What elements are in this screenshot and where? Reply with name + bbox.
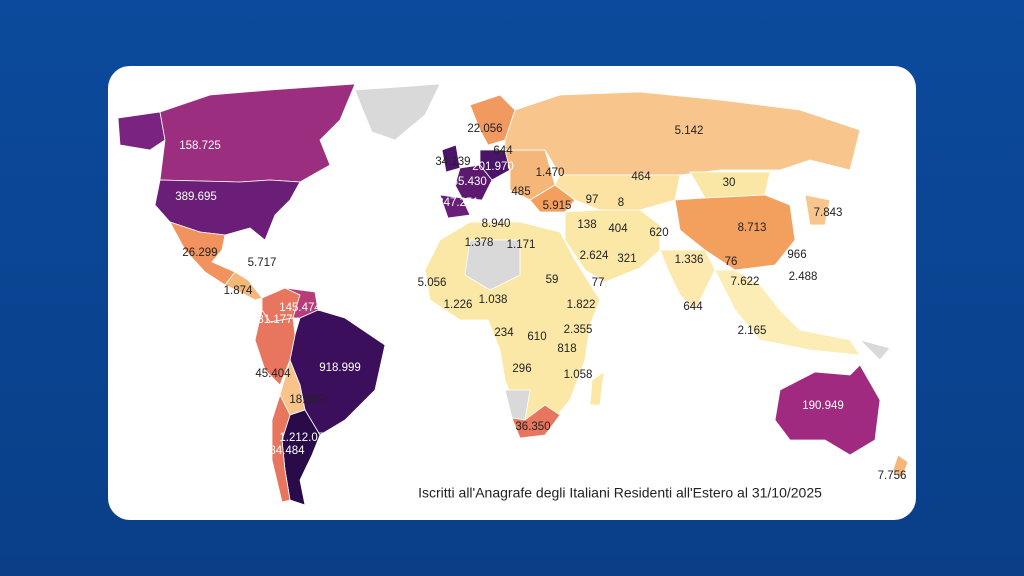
country-label: 138 bbox=[577, 219, 596, 231]
country-label: 1.171 bbox=[507, 239, 536, 251]
country-label: 966 bbox=[787, 249, 806, 261]
country-label: 84.484 bbox=[269, 445, 305, 457]
country-label: 644 bbox=[683, 301, 703, 313]
country-label: 644 bbox=[493, 145, 513, 157]
country-label: 1.212.077 bbox=[279, 432, 330, 444]
country-label: 8.940 bbox=[482, 218, 511, 230]
country-label: 1.874 bbox=[224, 285, 253, 297]
country-label: 435.430 bbox=[445, 176, 487, 188]
mexico bbox=[169, 221, 236, 286]
country-label: 1.378 bbox=[465, 237, 494, 249]
country-label: 26.299 bbox=[182, 247, 217, 259]
china bbox=[674, 194, 796, 271]
madagascar bbox=[589, 371, 605, 406]
australia bbox=[774, 364, 881, 456]
country-label: 1.336 bbox=[675, 254, 704, 266]
country-label: 1.470 bbox=[536, 167, 565, 179]
country-label: 2.488 bbox=[789, 271, 818, 283]
country-label: 145.474 bbox=[279, 302, 321, 314]
map-title: Iscritti all'Anagrafe degli Italiani Res… bbox=[418, 485, 822, 501]
country-label: 404 bbox=[608, 223, 628, 235]
country-label: 1.226 bbox=[444, 299, 473, 311]
countries bbox=[117, 83, 909, 506]
country-label: 76 bbox=[725, 256, 738, 268]
india bbox=[659, 249, 716, 311]
country-label: 347.251 bbox=[437, 197, 479, 209]
iberia bbox=[439, 194, 471, 219]
country-label: 8 bbox=[618, 197, 624, 209]
country-label: 158.725 bbox=[179, 140, 221, 152]
country-label: 918.999 bbox=[319, 362, 361, 374]
sahara bbox=[464, 239, 521, 291]
country-label: 5.056 bbox=[418, 277, 447, 289]
greenland bbox=[354, 83, 441, 141]
country-label: 34.139 bbox=[435, 156, 470, 168]
country-label: 464 bbox=[631, 171, 651, 183]
japan bbox=[804, 194, 831, 226]
country-label: 620 bbox=[649, 227, 668, 239]
country-label: 2.624 bbox=[580, 250, 609, 262]
russia bbox=[504, 91, 861, 176]
country-label: 190.949 bbox=[802, 400, 844, 412]
germany bbox=[479, 149, 511, 181]
country-label: 1.822 bbox=[567, 299, 596, 311]
se-asia bbox=[714, 269, 861, 356]
alaska bbox=[117, 111, 166, 151]
country-label: 77 bbox=[592, 277, 605, 289]
country-label: 321 bbox=[617, 253, 636, 265]
papua bbox=[858, 339, 891, 361]
country-label: 7.756 bbox=[878, 470, 907, 482]
new-zealand bbox=[892, 454, 909, 479]
country-label: 485 bbox=[511, 186, 530, 198]
country-label: 7.622 bbox=[731, 276, 760, 288]
country-label: 22.056 bbox=[467, 123, 502, 135]
south-africa bbox=[511, 404, 561, 439]
country-label: 2.165 bbox=[738, 325, 767, 337]
country-label: 36.350 bbox=[515, 421, 550, 433]
country-label: 30 bbox=[723, 177, 736, 189]
country-label: 31.177 bbox=[257, 314, 292, 326]
country-label: 59 bbox=[546, 274, 559, 286]
country-label: 1.038 bbox=[479, 294, 508, 306]
country-label: 389.695 bbox=[175, 191, 217, 203]
middle-east bbox=[564, 209, 661, 283]
labels: 158.725 389.695 26.299 5.717 1.874 145.4… bbox=[175, 123, 906, 482]
country-label: 7.843 bbox=[814, 207, 843, 219]
country-label: 201.970 bbox=[472, 161, 514, 173]
country-label: 18.089 bbox=[289, 394, 324, 406]
country-label: 818 bbox=[557, 343, 576, 355]
country-label: 2.355 bbox=[564, 324, 593, 336]
country-label: 610 bbox=[527, 331, 546, 343]
country-label: 5.717 bbox=[248, 257, 277, 269]
country-label: 45.404 bbox=[255, 368, 291, 380]
country-label: 296 bbox=[512, 363, 531, 375]
country-label: 1.058 bbox=[564, 369, 593, 381]
country-label: 5.915 bbox=[543, 200, 572, 212]
chile bbox=[271, 393, 291, 503]
country-label: 234 bbox=[494, 327, 514, 339]
country-label: 97 bbox=[586, 194, 599, 206]
country-label: 5.142 bbox=[675, 125, 704, 137]
country-label: 8.713 bbox=[738, 222, 767, 234]
